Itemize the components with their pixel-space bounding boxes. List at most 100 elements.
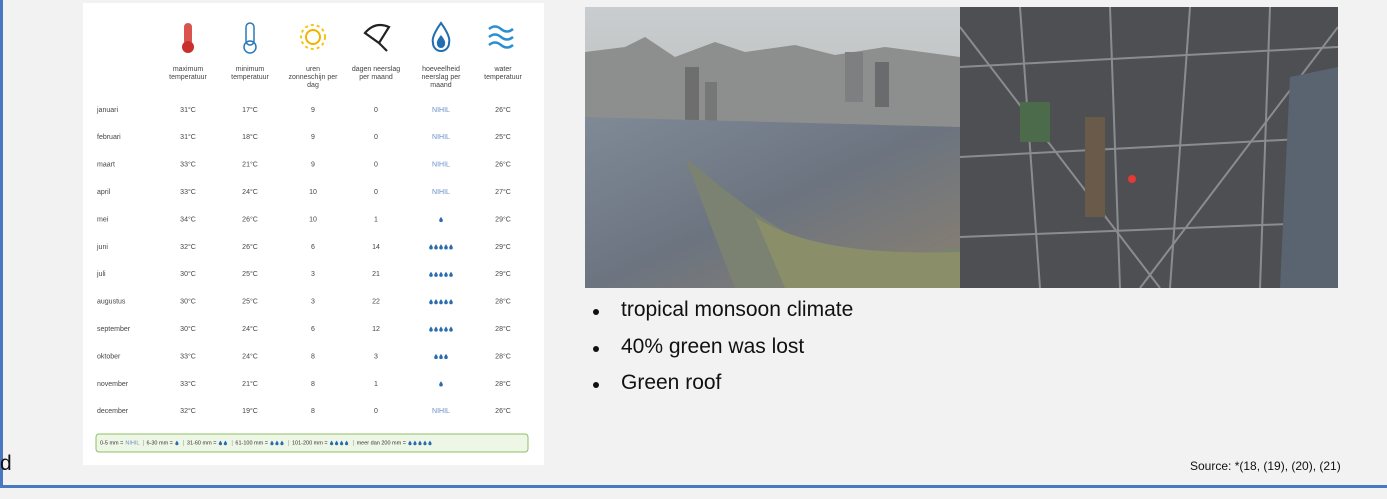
- cell: 28°C: [495, 352, 511, 360]
- cell: 1: [374, 381, 378, 388]
- month-label: mei: [97, 216, 109, 223]
- month-label: juli: [96, 271, 106, 278]
- cell: 26°C: [495, 106, 511, 114]
- cell: 29°C: [495, 270, 511, 278]
- month-label: april: [97, 189, 111, 196]
- cell: 0: [374, 189, 378, 196]
- cell: 25°C: [495, 133, 511, 141]
- cell: 32°C: [180, 407, 196, 415]
- cell: 19°C: [242, 407, 258, 415]
- cell: 21°C: [242, 161, 258, 169]
- cell: 33°C: [180, 380, 196, 388]
- cell: 17°C: [242, 106, 258, 114]
- cell: 9: [311, 134, 315, 141]
- cell-nihil: NIHIL: [432, 134, 450, 141]
- cell: 10: [309, 189, 317, 196]
- cell: 26°C: [495, 407, 511, 415]
- cell: 3: [374, 353, 378, 360]
- accent-line: [0, 485, 1387, 488]
- cell: 25°C: [242, 270, 258, 278]
- legend-range: 61-100 mm =: [235, 440, 268, 446]
- month-label: februari: [97, 134, 121, 141]
- cell: 28°C: [495, 298, 511, 306]
- cell: 8: [311, 408, 315, 415]
- legend-nihil: NIHIL: [125, 440, 139, 446]
- cell: 8: [311, 353, 315, 360]
- cell: 26°C: [242, 243, 258, 251]
- month-label: september: [97, 326, 131, 333]
- cell-nihil: NIHIL: [432, 162, 450, 169]
- cell: 31°C: [180, 133, 196, 141]
- month-label: maart: [97, 162, 115, 169]
- cell: 27°C: [495, 188, 511, 196]
- cell: 31°C: [180, 106, 196, 114]
- cell: 33°C: [180, 161, 196, 169]
- cell: 0: [374, 134, 378, 141]
- cell: 28°C: [495, 325, 511, 333]
- month-label: augustus: [97, 299, 126, 306]
- cell: 1: [374, 216, 378, 223]
- cut-off-text: d: [0, 452, 12, 476]
- month-label: november: [97, 381, 129, 388]
- cell: 21: [372, 271, 380, 278]
- cell: 29°C: [495, 243, 511, 251]
- cell: 8: [311, 381, 315, 388]
- slide: {"table":{"headers":["maximum temperatuu…: [0, 0, 1387, 499]
- cell: 33°C: [180, 188, 196, 196]
- cell: 34°C: [180, 215, 196, 223]
- bullet-item: tropical monsoon climate: [595, 298, 853, 322]
- cell: 9: [311, 162, 315, 169]
- cell: 24°C: [242, 325, 258, 333]
- cell: 3: [311, 271, 315, 278]
- cell: 29°C: [495, 215, 511, 223]
- cell: 22: [372, 299, 380, 306]
- cell: 9: [311, 107, 315, 114]
- cell: 0: [374, 107, 378, 114]
- cell: 24°C: [242, 188, 258, 196]
- map-screenshot: [960, 7, 1338, 288]
- month-label: januari: [96, 107, 118, 114]
- cell: 18°C: [242, 133, 258, 141]
- source-note: Source: *(18, (19), (20), (21): [1190, 459, 1341, 473]
- cell: 21°C: [242, 380, 258, 388]
- legend-range: meer dan 200 mm =: [357, 440, 406, 446]
- cell: 26°C: [242, 215, 258, 223]
- cell: 24°C: [242, 352, 258, 360]
- column-header: minimumtemperatuur: [231, 66, 269, 81]
- bullet-text: tropical monsoon climate: [621, 298, 853, 321]
- accent-bar: [0, 0, 3, 487]
- cell: 30°C: [180, 298, 196, 306]
- legend-range: 0-5 mm =: [100, 440, 123, 446]
- legend-range: 31-60 mm =: [187, 440, 217, 446]
- cell: 30°C: [180, 325, 196, 333]
- cell-nihil: NIHIL: [432, 189, 450, 196]
- bullet-text: Green roof: [621, 371, 721, 394]
- photo-aerial-city: [585, 7, 960, 288]
- month-label: juni: [96, 244, 108, 251]
- month-label: oktober: [97, 353, 121, 360]
- bullet-item: 40% green was lost: [595, 335, 804, 359]
- cell: 6: [311, 326, 315, 333]
- cell: 33°C: [180, 352, 196, 360]
- cell: 28°C: [495, 380, 511, 388]
- cell: 14: [372, 244, 380, 251]
- bullet-item: Green roof: [595, 371, 721, 395]
- cell: 3: [311, 299, 315, 306]
- cell: 10: [309, 216, 317, 223]
- legend-range: 101-200 mm =: [292, 440, 328, 446]
- cell: 26°C: [495, 161, 511, 169]
- cell: 6: [311, 244, 315, 251]
- cell-nihil: NIHIL: [432, 408, 450, 415]
- cell: 0: [374, 162, 378, 169]
- cell-nihil: NIHIL: [432, 107, 450, 114]
- cell: 30°C: [180, 270, 196, 278]
- cell: 25°C: [242, 298, 258, 306]
- legend-range: 6-30 mm =: [146, 440, 172, 446]
- bullet-text: 40% green was lost: [621, 335, 804, 358]
- cell: 32°C: [180, 243, 196, 251]
- cell: 0: [374, 408, 378, 415]
- cell: 12: [372, 326, 380, 333]
- month-label: december: [97, 408, 129, 415]
